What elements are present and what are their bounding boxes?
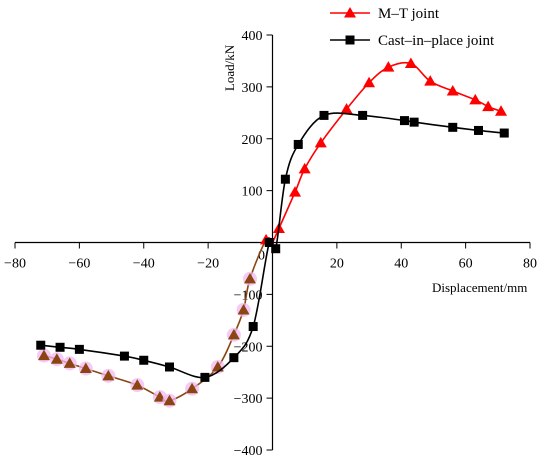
x-tick-label: 20 [330,257,344,272]
series-1 [36,110,509,382]
x-tick-label: −40 [133,257,155,272]
legend-marker [344,7,356,18]
legend: M–T joint Cast–in–place joint [330,6,495,49]
data-point [271,244,281,254]
data-point [74,344,84,354]
data-point [495,105,508,116]
series-line-positive [271,61,502,243]
data-point [37,349,50,361]
x-tick-label: 80 [523,257,537,272]
x-tick-label: 40 [394,257,408,272]
data-point [163,394,176,406]
data-point [50,353,63,364]
data-point [448,122,458,132]
data-point [36,340,46,350]
data-point [131,379,144,390]
series-layer [36,57,509,408]
data-point [404,57,417,69]
ticks: −80 −60 −40 −20 20 40 60 800−400−300−200−100100… [4,29,537,459]
data-point [227,328,240,340]
data-point [264,238,274,247]
data-point [243,272,256,284]
data-point [293,139,303,149]
data-point [446,85,459,96]
y-tick-label: 200 [242,133,263,148]
data-point [298,162,311,174]
data-point [289,186,302,197]
legend-label: M–T joint [378,6,440,22]
origin-tick-label: 0 [258,249,265,264]
x-axis-title: Displacement/mm [432,280,527,295]
data-point [200,372,210,382]
y-axis-title: Load/kN [222,44,237,91]
x-tick-label: −60 [68,257,90,272]
data-point [237,303,250,315]
data-point [229,353,239,363]
y-tick-label: −300 [234,392,263,407]
data-point [363,76,376,88]
data-point [382,61,395,72]
data-point [248,322,258,332]
y-tick-label: −400 [234,444,263,459]
data-point [409,117,419,127]
data-point [139,355,149,365]
data-point [319,110,329,120]
legend-label: Cast–in–place joint [378,33,495,49]
data-point [280,174,290,184]
data-point [165,362,174,372]
data-point [55,342,65,352]
data-point [358,110,368,120]
data-point [340,103,353,114]
legend-marker [345,35,355,45]
y-tick-label: 100 [242,185,263,200]
data-point [102,369,115,381]
data-point [314,136,327,148]
x-tick-label: 60 [459,257,473,272]
data-point [482,100,495,112]
data-point [499,128,509,138]
x-tick-label: −20 [197,257,219,272]
data-point [399,116,409,126]
y-tick-label: −100 [234,288,263,303]
data-point [424,75,437,86]
data-point [79,362,92,374]
x-tick-label: −80 [4,257,26,272]
y-tick-label: 300 [242,81,263,96]
y-tick-label: 400 [242,29,263,44]
data-point [186,382,199,394]
data-point [119,351,129,361]
data-point [469,93,482,105]
data-point [474,125,483,135]
data-point [63,357,76,368]
